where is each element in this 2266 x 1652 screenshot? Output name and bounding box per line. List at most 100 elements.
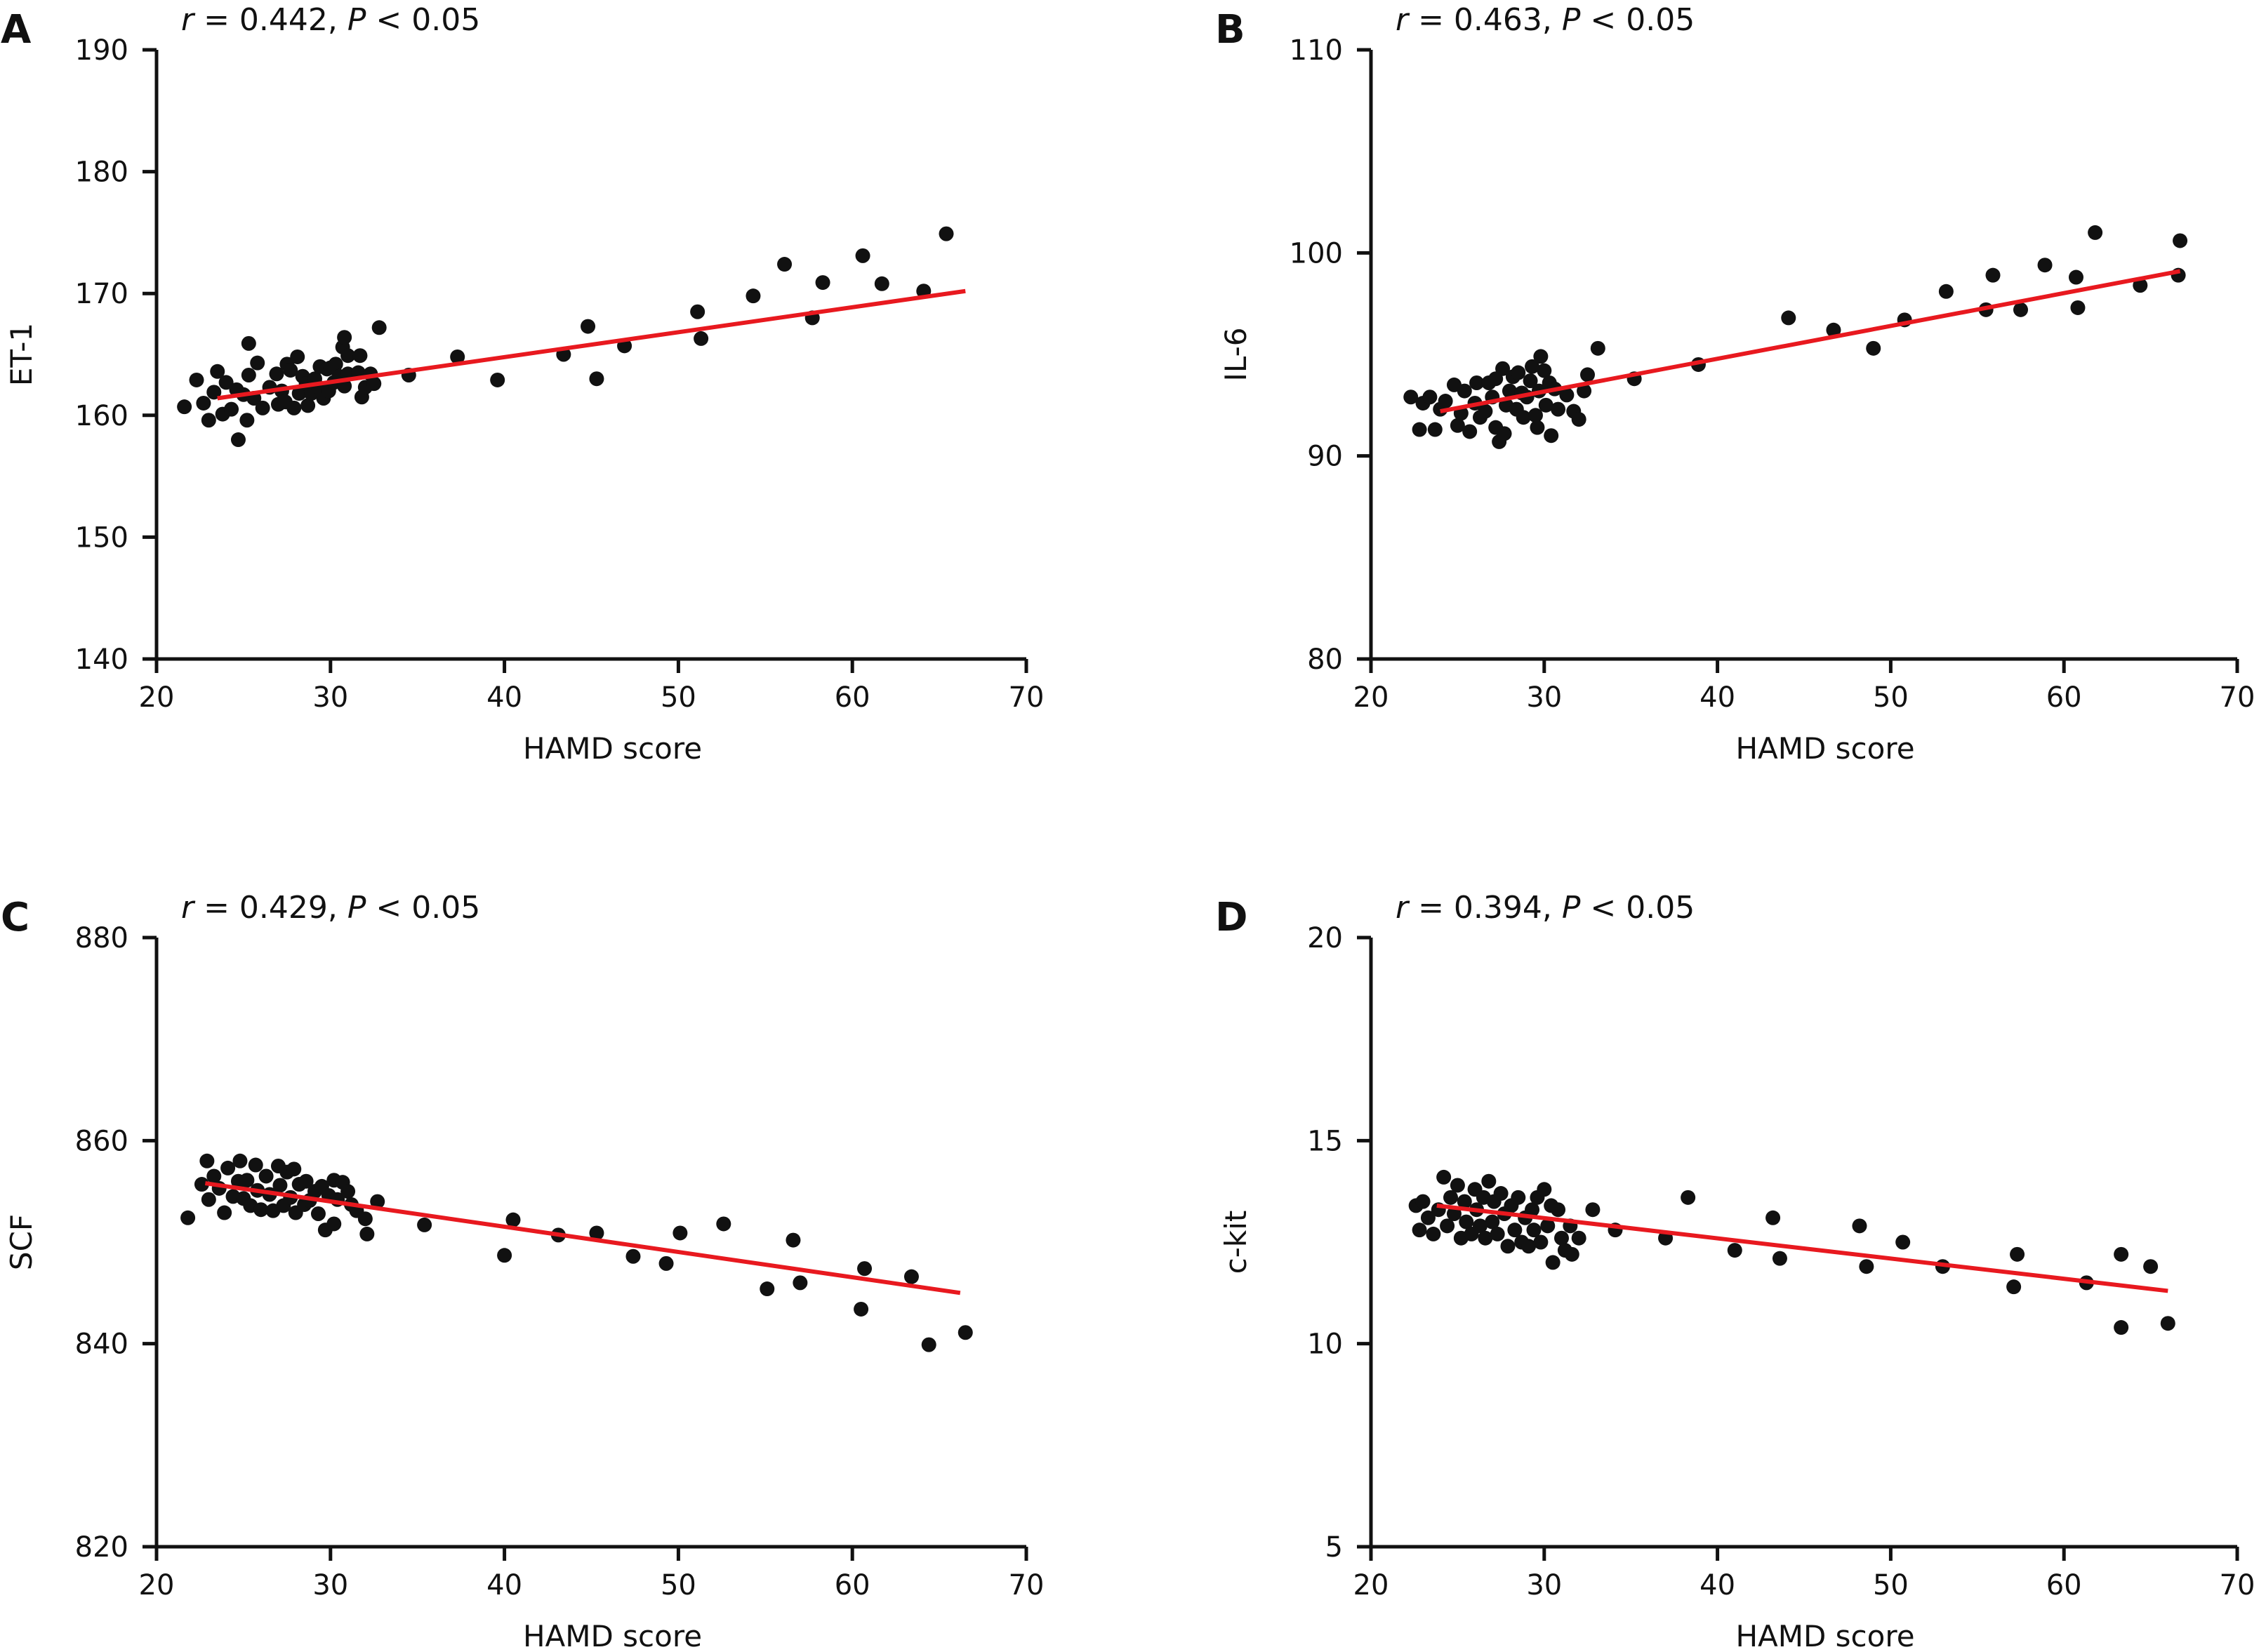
data-point <box>2114 1246 2129 1262</box>
x-tick-label: 60 <box>835 681 870 714</box>
data-point <box>2006 1279 2022 1295</box>
data-point <box>1403 389 1419 405</box>
data-point <box>340 1184 356 1199</box>
data-point <box>1681 1190 1696 1205</box>
x-tick-label: 20 <box>139 1569 175 1601</box>
data-point <box>253 1202 269 1218</box>
data-point <box>1472 1218 1488 1234</box>
data-point <box>220 1160 236 1175</box>
y-tick-label: 160 <box>75 400 128 432</box>
data-point <box>658 1255 674 1271</box>
data-point <box>224 401 239 417</box>
y-tick-label: 180 <box>75 156 128 189</box>
x-tick-label: 40 <box>486 1569 522 1601</box>
data-point <box>450 349 465 364</box>
data-point <box>371 320 387 335</box>
data-point <box>239 413 255 428</box>
data-point <box>1765 1210 1781 1225</box>
data-point <box>1422 389 1438 405</box>
data-point <box>1511 1190 1526 1205</box>
x-tick-label: 20 <box>1353 681 1389 714</box>
data-point <box>1559 387 1575 403</box>
y-tick-label: 80 <box>1307 644 1343 676</box>
x-axis-title: HAMD score <box>1735 1619 1914 1652</box>
panel-letter: C <box>1 895 29 940</box>
data-point <box>1507 1223 1523 1238</box>
data-point <box>232 1153 248 1168</box>
correlation-stat: r = 0.429, P < 0.05 <box>181 890 480 926</box>
data-point <box>760 1281 775 1297</box>
data-point <box>1553 1230 1569 1246</box>
x-tick-label: 70 <box>1009 681 1045 714</box>
data-point <box>218 375 234 390</box>
data-point <box>589 371 604 387</box>
data-point <box>2068 269 2083 285</box>
correlation-stat: r = 0.463, P < 0.05 <box>1396 2 1695 38</box>
x-tick-label: 60 <box>835 1569 870 1601</box>
x-tick-label: 30 <box>1526 681 1562 714</box>
x-tick-label: 50 <box>1873 681 1909 714</box>
data-point <box>1443 1190 1459 1205</box>
data-point <box>1440 1218 1455 1234</box>
data-point <box>1551 1202 1566 1218</box>
data-point <box>958 1325 973 1340</box>
data-point <box>352 348 368 364</box>
data-point <box>328 357 343 372</box>
x-tick-label: 50 <box>661 1569 696 1601</box>
data-point <box>1826 322 1841 338</box>
data-point <box>1415 1194 1431 1209</box>
x-tick-label: 30 <box>312 1569 348 1601</box>
data-point <box>1866 340 1881 356</box>
data-point <box>326 1216 342 1232</box>
data-point <box>855 248 870 263</box>
data-point <box>1528 408 1543 423</box>
data-point <box>1485 1214 1500 1230</box>
data-point <box>1500 1239 1516 1254</box>
y-axis-title: IL-6 <box>1219 328 1253 382</box>
data-point <box>241 335 256 351</box>
x-tick-label: 40 <box>1700 681 1735 714</box>
data-point <box>250 355 265 371</box>
data-point <box>1426 1226 1441 1241</box>
data-point <box>1427 422 1443 437</box>
y-tick-label: 110 <box>1290 34 1343 67</box>
data-point <box>1551 401 1566 417</box>
data-point <box>180 1210 196 1225</box>
data-point <box>337 330 352 345</box>
x-tick-label: 30 <box>312 681 348 714</box>
data-point <box>248 1157 263 1173</box>
data-point <box>1412 1223 1427 1238</box>
y-tick-label: 140 <box>75 644 128 676</box>
correlation-stat: r = 0.394, P < 0.05 <box>1396 890 1695 926</box>
correlation-stat: r = 0.442, P < 0.05 <box>181 2 480 38</box>
data-point <box>1412 422 1427 437</box>
data-point <box>1502 383 1517 399</box>
regression-line <box>217 288 966 401</box>
data-point <box>217 1205 232 1220</box>
regression-line <box>204 1181 961 1295</box>
data-point <box>1436 1169 1452 1185</box>
data-point <box>777 257 793 272</box>
data-point <box>2173 233 2188 248</box>
data-point <box>1727 1243 1742 1258</box>
data-point <box>1545 1255 1561 1270</box>
data-point <box>1495 361 1511 376</box>
data-point <box>1852 1218 1867 1234</box>
x-tick-label: 60 <box>2046 1569 2082 1601</box>
x-tick-label: 70 <box>2220 681 2255 714</box>
data-point <box>497 1248 512 1263</box>
data-point <box>1585 1202 1601 1218</box>
data-point <box>177 399 192 415</box>
data-point <box>1420 1210 1436 1225</box>
data-point <box>286 400 302 415</box>
data-point <box>1497 426 1512 441</box>
data-point <box>1938 284 1954 299</box>
data-point <box>1438 394 1453 409</box>
data-point <box>199 1153 215 1168</box>
data-point <box>1533 349 1549 364</box>
data-point <box>1533 1234 1549 1250</box>
data-point <box>1459 1214 1474 1230</box>
data-point <box>241 368 256 383</box>
data-point <box>1577 383 1592 399</box>
